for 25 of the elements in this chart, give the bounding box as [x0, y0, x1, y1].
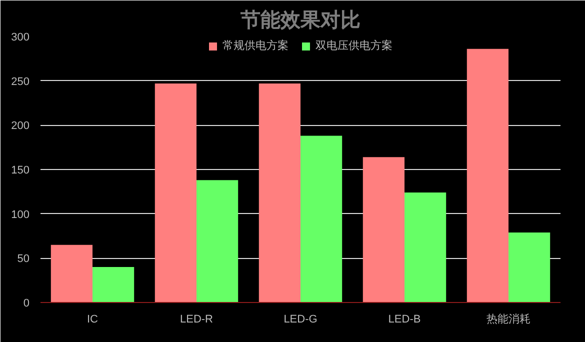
y-tick-label: 0: [23, 298, 30, 310]
bar: [404, 192, 446, 302]
bar: [196, 180, 238, 302]
bar: [92, 267, 134, 302]
chart-title: 节能效果对比: [240, 8, 360, 32]
y-tick-label: 50: [17, 253, 30, 266]
x-tick-label: IC: [87, 314, 98, 326]
y-tick-label: 150: [11, 164, 30, 176]
x-tick-label: LED-B: [388, 314, 421, 326]
bar: [300, 136, 342, 302]
x-tick-label: LED-R: [180, 314, 214, 326]
x-tick-label: 热能消耗: [486, 312, 530, 326]
legend-label: 常规供电方案: [222, 38, 288, 53]
y-tick-label: 300: [11, 32, 30, 44]
bar: [258, 83, 300, 302]
bar: [466, 48, 508, 302]
x-tick-label: LED-G: [284, 314, 318, 326]
bar: [362, 157, 404, 302]
bar: [154, 83, 196, 302]
y-tick-label: 200: [11, 120, 30, 132]
y-tick-label: 250: [11, 76, 30, 88]
bar: [50, 244, 92, 302]
y-tick-label: 100: [11, 208, 30, 221]
bar: [508, 232, 550, 302]
legend-label: 双电压供电方案: [316, 38, 392, 53]
